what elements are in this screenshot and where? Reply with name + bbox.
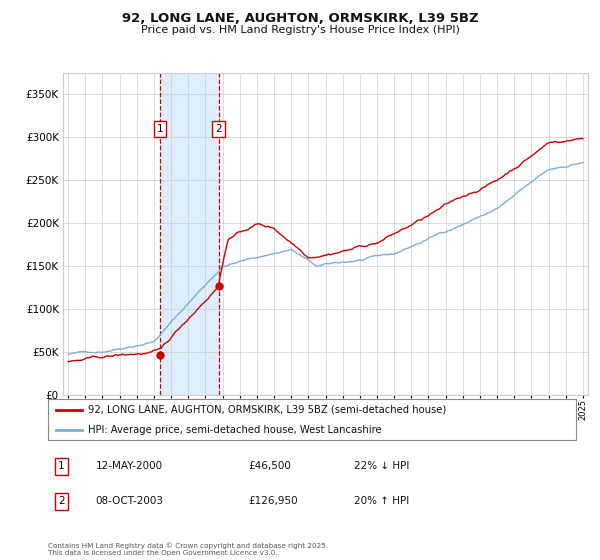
Text: 08-OCT-2003: 08-OCT-2003 bbox=[95, 496, 164, 506]
Text: £126,950: £126,950 bbox=[248, 496, 298, 506]
Bar bbox=[160, 73, 218, 395]
Text: 92, LONG LANE, AUGHTON, ORMSKIRK, L39 5BZ (semi-detached house): 92, LONG LANE, AUGHTON, ORMSKIRK, L39 5B… bbox=[88, 405, 446, 415]
Text: 2: 2 bbox=[215, 124, 222, 134]
Text: 1: 1 bbox=[157, 124, 163, 134]
Text: Contains HM Land Registry data © Crown copyright and database right 2025.
This d: Contains HM Land Registry data © Crown c… bbox=[48, 542, 328, 556]
Text: 92, LONG LANE, AUGHTON, ORMSKIRK, L39 5BZ: 92, LONG LANE, AUGHTON, ORMSKIRK, L39 5B… bbox=[122, 12, 478, 25]
Text: HPI: Average price, semi-detached house, West Lancashire: HPI: Average price, semi-detached house,… bbox=[88, 424, 381, 435]
Text: 2: 2 bbox=[58, 496, 65, 506]
Text: Price paid vs. HM Land Registry's House Price Index (HPI): Price paid vs. HM Land Registry's House … bbox=[140, 25, 460, 35]
Text: 12-MAY-2000: 12-MAY-2000 bbox=[95, 461, 163, 471]
Text: 1: 1 bbox=[58, 461, 65, 471]
Text: 22% ↓ HPI: 22% ↓ HPI bbox=[354, 461, 410, 471]
Text: 20% ↑ HPI: 20% ↑ HPI bbox=[354, 496, 409, 506]
Text: £46,500: £46,500 bbox=[248, 461, 292, 471]
